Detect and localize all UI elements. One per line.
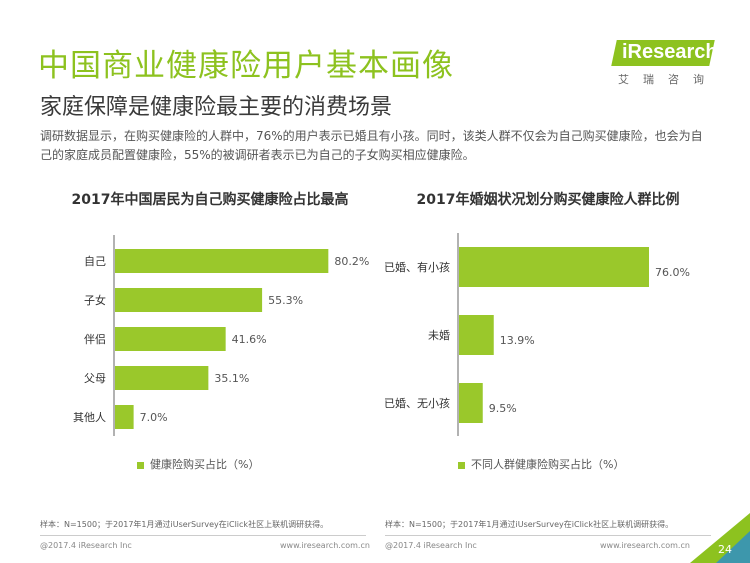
legend-label-left: 健康险购买占比（%） bbox=[150, 458, 260, 471]
description-text: 调研数据显示，在购买健康险的人群中，76%的用户表示已婚且有小孩。同时，该类人群… bbox=[40, 129, 703, 162]
bar-1-0 bbox=[459, 247, 649, 287]
page-number: 24 bbox=[718, 543, 732, 556]
category-label-1-1: 未婚 bbox=[428, 328, 450, 342]
page-title: 中国商业健康险用户基本画像 bbox=[38, 48, 454, 84]
category-label-0-0: 自己 bbox=[84, 255, 106, 268]
page-corner-decoration bbox=[690, 513, 750, 563]
legend-right: 不同人群健康险购买占比（%） bbox=[458, 456, 624, 472]
category-label-0-2: 伴侣 bbox=[84, 332, 106, 346]
value-label-0-4: 7.0% bbox=[140, 411, 168, 424]
copyright-left: @2017.4 iResearch Inc bbox=[40, 541, 132, 550]
category-label-1-2: 已婚、无小孩 bbox=[384, 396, 450, 410]
url-left: www.iresearch.com.cn bbox=[280, 541, 370, 550]
category-label-0-1: 子女 bbox=[84, 293, 106, 307]
chart-title-left: 2017年中国居民为自己购买健康险占比最高 bbox=[71, 192, 349, 208]
legend-left: 健康险购买占比（%） bbox=[137, 456, 259, 472]
url-right: www.iresearch.com.cn bbox=[600, 541, 690, 550]
logo-subtitle: 艾瑞咨询 bbox=[618, 73, 718, 86]
footer-divider-left bbox=[40, 535, 366, 536]
value-label-1-2: 9.5% bbox=[489, 402, 517, 415]
legend-label-right: 不同人群健康险购买占比（%） bbox=[471, 458, 625, 471]
copyright-right: @2017.4 iResearch Inc bbox=[385, 541, 477, 550]
footer-divider-right bbox=[385, 535, 711, 536]
footnote-right: 样本：N=1500；于2017年1月通过iUserSurvey在iClick社区… bbox=[385, 520, 674, 529]
value-label-0-1: 55.3% bbox=[268, 294, 303, 307]
iresearch-logo: iResearch 艾瑞咨询 bbox=[611, 38, 726, 88]
category-label-1-0: 已婚、有小孩 bbox=[384, 260, 450, 274]
value-label-1-0: 76.0% bbox=[655, 266, 690, 279]
page-subtitle: 家庭保障是健康险最主要的消费场景 bbox=[40, 95, 393, 120]
chart-title-right: 2017年婚姻状况划分购买健康险人群比例 bbox=[416, 192, 680, 208]
value-label-0-2: 41.6% bbox=[232, 333, 267, 346]
value-label-0-0: 80.2% bbox=[334, 255, 369, 268]
category-label-0-3: 父母 bbox=[84, 372, 106, 385]
bar-0-4 bbox=[115, 405, 134, 429]
bar-1-2 bbox=[459, 383, 483, 423]
legend-swatch-left bbox=[137, 461, 144, 469]
value-label-1-1: 13.9% bbox=[500, 334, 535, 347]
bar-0-2 bbox=[115, 327, 226, 351]
bar-0-1 bbox=[115, 288, 263, 312]
footnote-left: 样本：N=1500；于2017年1月通过iUserSurvey在iClick社区… bbox=[40, 520, 329, 529]
bar-0-0 bbox=[115, 249, 329, 273]
logo-text: iResearch bbox=[622, 41, 718, 63]
bar-1-1 bbox=[459, 315, 494, 355]
value-label-0-3: 35.1% bbox=[214, 372, 249, 385]
legend-swatch-right bbox=[458, 461, 465, 469]
corner-triangle-accent bbox=[716, 531, 750, 563]
category-label-0-4: 其他人 bbox=[73, 411, 106, 424]
bar-0-3 bbox=[115, 366, 209, 390]
